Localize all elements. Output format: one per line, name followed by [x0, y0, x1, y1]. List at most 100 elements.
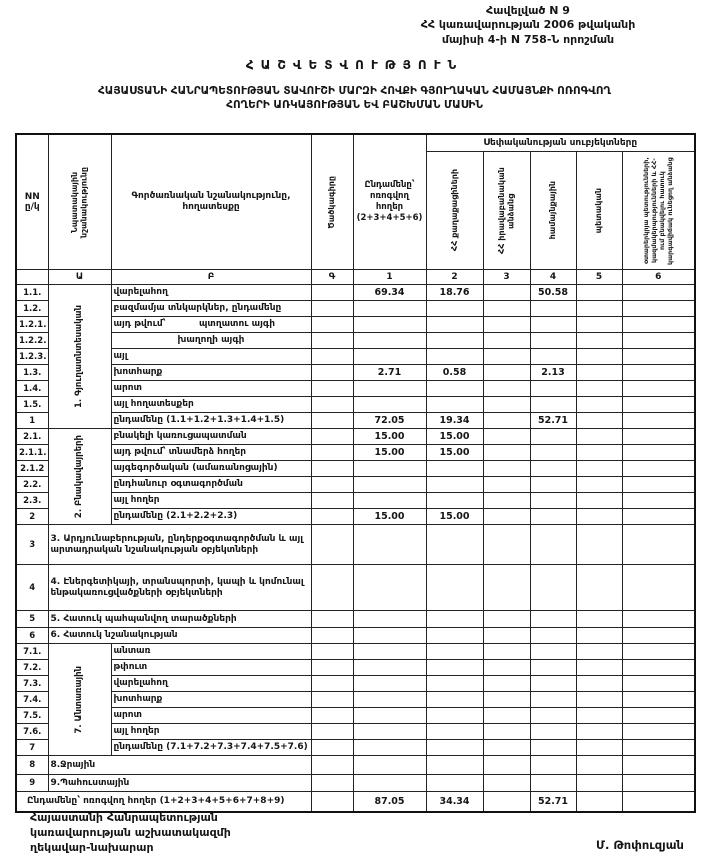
- col-header-legal-entities: ՀՀ իրավաբանական անձանց: [482, 151, 531, 270]
- value-cell: [352, 723, 427, 740]
- value-cell: [575, 300, 623, 317]
- table-row: 7.5. արոտ: [15, 707, 696, 724]
- value-cell: [310, 300, 354, 317]
- row-num-cell: 1.4.: [15, 380, 49, 397]
- value-cell: [482, 332, 531, 349]
- signatory-name: Մ. Թոփուզյան: [596, 838, 684, 852]
- value-cell: [575, 707, 623, 724]
- table-row: 2.1.2 այգեգործական (ամառանոցային): [15, 460, 696, 477]
- table-row: 8 8.Ջրային: [15, 755, 696, 775]
- value-cell: [529, 300, 577, 317]
- value-cell: [575, 723, 623, 740]
- signatory-title-line: Հայաստանի Հանրապետության: [30, 811, 218, 824]
- value-cell: [482, 380, 531, 397]
- value-cell: [352, 627, 427, 644]
- value-cell: [529, 675, 577, 692]
- row-num-cell: 7.6.: [15, 723, 49, 740]
- value-cell: [529, 428, 577, 445]
- col-header-code: Ծածկագիրը: [310, 133, 354, 270]
- table-row: 2.3. այլ հողեր: [15, 492, 696, 509]
- value-cell: [310, 396, 354, 413]
- table-row: 1.1. 1. Գյուղատնտեսական վարելահող 69.34 18.7…: [15, 284, 696, 429]
- col-header-legal-entities-label: ՀՀ իրավաբանական անձանց: [496, 167, 516, 254]
- value-cell: [352, 755, 427, 775]
- value-cell: [482, 364, 531, 381]
- value-cell: 52.71: [529, 412, 577, 429]
- value-cell: [482, 524, 531, 565]
- table-header: NN ը/կ Նպատակային նշանակությունը Գործառն…: [15, 133, 696, 285]
- appendix-line: ՀՀ կառավարության 2006 թվականի: [420, 18, 636, 32]
- value-cell: [529, 316, 577, 333]
- value-cell: [529, 380, 577, 397]
- value-cell: [482, 739, 531, 756]
- value-cell: [529, 739, 577, 756]
- value-cell: [425, 316, 484, 333]
- row-num-cell: 2.1.2: [15, 460, 49, 477]
- value-cell: [575, 380, 623, 397]
- value-cell: [425, 739, 484, 756]
- row-num-cell: 5: [15, 610, 49, 628]
- value-cell: [352, 659, 427, 676]
- value-cell: [575, 524, 623, 565]
- table-row: 2.2. ընդհանուր օգտագործման: [15, 476, 696, 493]
- land-type-cell: 5. Հատուկ պահպանվող տարածքների: [47, 610, 312, 628]
- value-cell: [352, 524, 427, 565]
- signatory-title-line: ղեկավար-նախարար: [30, 840, 154, 854]
- value-cell: [575, 332, 623, 349]
- value-cell: [575, 508, 623, 525]
- value-cell: [575, 428, 623, 445]
- land-type-cell: ընդամենը (7.1+7.2+7.3+7.4+7.5+7.6): [110, 739, 312, 756]
- value-cell: [621, 412, 696, 429]
- land-type-cell: այդ թվում՝ տնամերձ հողեր: [110, 444, 312, 461]
- table-row: 1.2.3. այլ: [15, 348, 696, 365]
- value-cell: [482, 564, 531, 611]
- appendix-reference: Հավելված N 9 ՀՀ կառավարության 2006 թվակա…: [352, 4, 704, 47]
- letter-cell: 3: [482, 269, 531, 285]
- col-header-community: համայնքային: [529, 151, 577, 270]
- page-subtitle-line: ՀԱՅԱՍՏԱՆԻ ՀԱՆՐԱՊԵՏՈՒԹՅԱՆ ՏԱՎՈՒՇԻ ՄԱՐԶԻ Հ…: [97, 85, 612, 97]
- land-type-cell: վարելահող: [110, 675, 312, 692]
- table-row: 7.4. խոտհարք: [15, 691, 696, 708]
- row-num-cell: 1.2.3.: [15, 348, 49, 365]
- value-cell: 2.71: [352, 364, 427, 381]
- value-cell: [425, 348, 484, 365]
- value-cell: [621, 707, 696, 724]
- col-header-code-label: Ծածկագիրը: [327, 175, 337, 229]
- value-cell: [352, 476, 427, 493]
- table-row: 1 ընդամենը (1.1+1.2+1.3+1.4+1.5) 72.05 19.3…: [15, 412, 696, 429]
- col-header-ownership-group: Սեփականության սուբյեկտները: [425, 133, 696, 152]
- value-cell: [529, 460, 577, 477]
- table-row: 3 3. Արդյունաբերության, ընդերքօգտագործման…: [15, 524, 696, 565]
- value-cell: [575, 774, 623, 792]
- land-type-cell: 3. Արդյունաբերության, ընդերքօգտագործման …: [47, 524, 312, 565]
- value-cell: [529, 755, 577, 775]
- value-cell: [482, 659, 531, 676]
- value-cell: [352, 774, 427, 792]
- col-header-foreign-label: օտարերկրյա պետությունների, կազմակերպությ…: [642, 156, 675, 265]
- value-cell: 34.34: [425, 791, 484, 812]
- value-cell: [425, 755, 484, 775]
- value-cell: [621, 428, 696, 445]
- value-cell: [310, 332, 354, 349]
- value-cell: [425, 396, 484, 413]
- value-cell: [425, 332, 484, 349]
- page-subtitle-line: ՀՈՂԵՐԻ ԱՌԿԱՅՈՒԹՅԱՆ ԵՎ ԲԱՇԽՄԱՆ ՄԱՍԻՆ: [226, 99, 483, 112]
- value-cell: [575, 627, 623, 644]
- value-cell: 15.00: [352, 444, 427, 461]
- table-row: 5 5. Հատուկ պահպանվող տարածքների: [15, 610, 696, 628]
- land-type-cell: խաղողի այգի: [110, 332, 312, 349]
- value-cell: [621, 444, 696, 461]
- value-cell: [310, 791, 354, 812]
- value-cell: [621, 610, 696, 628]
- letter-cell: 1: [352, 269, 427, 285]
- row-num-cell: 2.2.: [15, 476, 49, 493]
- value-cell: [575, 412, 623, 429]
- value-cell: [310, 476, 354, 493]
- category-label-wrap: 1. Գյուղատնտեսական: [49, 286, 110, 428]
- value-cell: 72.05: [352, 412, 427, 429]
- table-row: 7.2. թփուտ: [15, 659, 696, 676]
- value-cell: [310, 723, 354, 740]
- row-num-cell: 1.3.: [15, 364, 49, 381]
- land-type-cell: վարելահող: [110, 284, 312, 301]
- table-row: 2.1. 2. Բնակավայրերի բնակելի կառուցապատման…: [15, 428, 696, 525]
